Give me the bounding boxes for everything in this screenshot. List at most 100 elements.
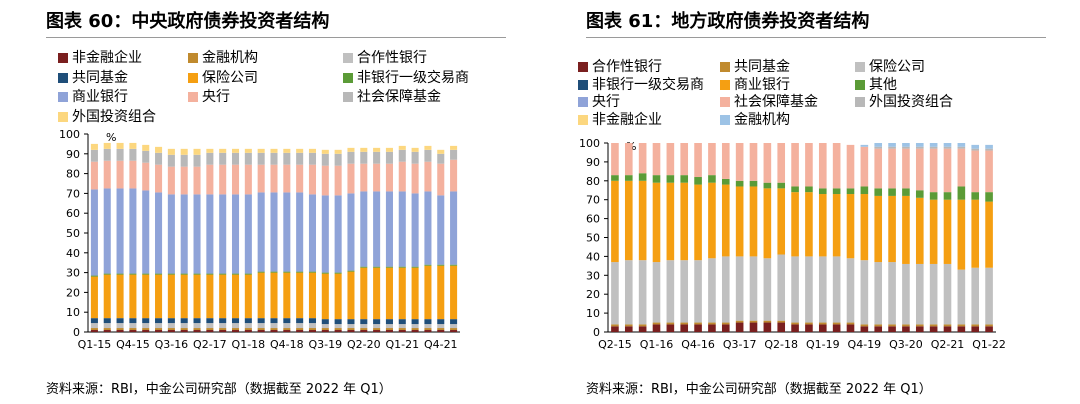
bar-segment: [680, 324, 689, 332]
x-tick-label: Q3-17: [723, 338, 757, 351]
bar-segment: [652, 324, 661, 332]
bar-segment: [155, 328, 163, 331]
bar-segment: [943, 143, 952, 147]
bar-segment: [90, 276, 98, 319]
legend-swatch: [188, 53, 198, 63]
bar-segment: [334, 324, 342, 329]
bar-segment: [116, 148, 124, 161]
bar-segment: [129, 328, 137, 331]
bar-segment: [219, 273, 227, 275]
legend-swatch: [578, 62, 588, 72]
bar-segment: [167, 330, 175, 332]
bar-segment: [763, 258, 772, 321]
bar-segment: [777, 182, 786, 189]
bar-segment: [360, 163, 368, 192]
bar-segment: [321, 330, 329, 332]
bar-segment: [142, 330, 150, 332]
bar-segment: [155, 318, 163, 324]
y-tick-label: 50: [66, 227, 80, 240]
bar-segment: [347, 147, 355, 152]
bar-segment: [103, 142, 111, 149]
legend-label: 保险公司: [202, 69, 258, 86]
bar-segment: [308, 318, 317, 324]
bar-segment: [155, 146, 163, 153]
bar-segment: [818, 256, 827, 323]
bar-segment: [424, 264, 432, 266]
bar-segment: [257, 328, 265, 331]
legend-swatch: [58, 72, 68, 83]
bar-segment: [749, 186, 758, 257]
bar-segment: [943, 326, 952, 332]
y-tick-label: 30: [66, 267, 80, 280]
bar-segment: [244, 274, 252, 319]
bar-segment: [296, 152, 304, 165]
bar-segment: [791, 322, 799, 325]
bar-segment: [666, 260, 675, 323]
bar-segment: [180, 274, 188, 319]
bar-segment: [129, 274, 137, 319]
bar-segment: [155, 323, 163, 329]
bar-segment: [832, 322, 841, 325]
bar-segment: [385, 319, 393, 325]
bar-segment: [180, 330, 188, 332]
bar-segment: [231, 164, 240, 195]
title-divider: [586, 37, 1046, 38]
legend-label: 共同基金: [72, 69, 128, 86]
legend-swatch: [188, 72, 198, 83]
legend-label: 非金融企业: [592, 111, 662, 128]
y-tick-label: 40: [586, 250, 600, 263]
bar-segment: [296, 318, 304, 324]
bar-segment: [321, 149, 329, 154]
legend-label: 合作性银行: [592, 59, 662, 75]
legend-label: 社会保障基金: [734, 94, 818, 110]
bar-segment: [424, 328, 432, 331]
bar-segment: [666, 324, 675, 332]
bar-segment: [971, 267, 980, 325]
bar-segment: [308, 152, 317, 165]
bar-segment: [424, 161, 432, 192]
bar-segment: [735, 256, 744, 321]
bar-segment: [846, 324, 855, 332]
bar-segment: [116, 142, 124, 149]
bar-segment: [915, 197, 924, 264]
bar-segment: [450, 319, 458, 325]
bar-segment: [206, 152, 214, 165]
bar-segment: [818, 143, 827, 189]
legend-label: 央行: [592, 94, 620, 110]
bar-segment: [347, 270, 355, 272]
bar-segment: [694, 184, 702, 261]
bar-segment: [929, 143, 938, 147]
bar-segment: [638, 326, 647, 332]
bar-segment: [385, 324, 393, 329]
bar-segment: [721, 324, 730, 332]
bar-segment: [777, 143, 786, 183]
bar-segment: [638, 180, 647, 261]
bar-segment: [694, 324, 702, 332]
bar-segment: [334, 272, 342, 274]
bar-segment: [860, 324, 869, 327]
bar-segment: [142, 328, 150, 331]
bar-segment: [860, 146, 869, 187]
legend-swatch: [188, 92, 198, 102]
bar-segment: [321, 319, 329, 325]
left-chart-panel: 图表 60：中央政府债券投资者结构 非金融企业 金融机构 合作性银行 共同基金 保险公司…: [46, 11, 506, 397]
bar-segment: [193, 148, 201, 155]
bar-segment: [142, 323, 150, 329]
bar-segment: [680, 260, 689, 323]
bar-segment: [167, 194, 175, 274]
bar-segment: [296, 323, 304, 329]
bar-segment: [652, 175, 661, 183]
bar-segment: [385, 151, 393, 164]
legend-swatch: [720, 79, 730, 90]
y-tick-label: 10: [586, 307, 600, 320]
bar-segment: [411, 193, 419, 267]
bar-segment: [231, 328, 240, 331]
bar-segment: [929, 148, 938, 193]
bar-segment: [957, 199, 966, 270]
bar-segment: [860, 194, 869, 261]
bar-segment: [180, 194, 188, 274]
bar-segment: [652, 182, 661, 263]
bar-segment: [985, 326, 993, 332]
bar-segment: [180, 154, 188, 167]
bar-segment: [155, 192, 163, 274]
